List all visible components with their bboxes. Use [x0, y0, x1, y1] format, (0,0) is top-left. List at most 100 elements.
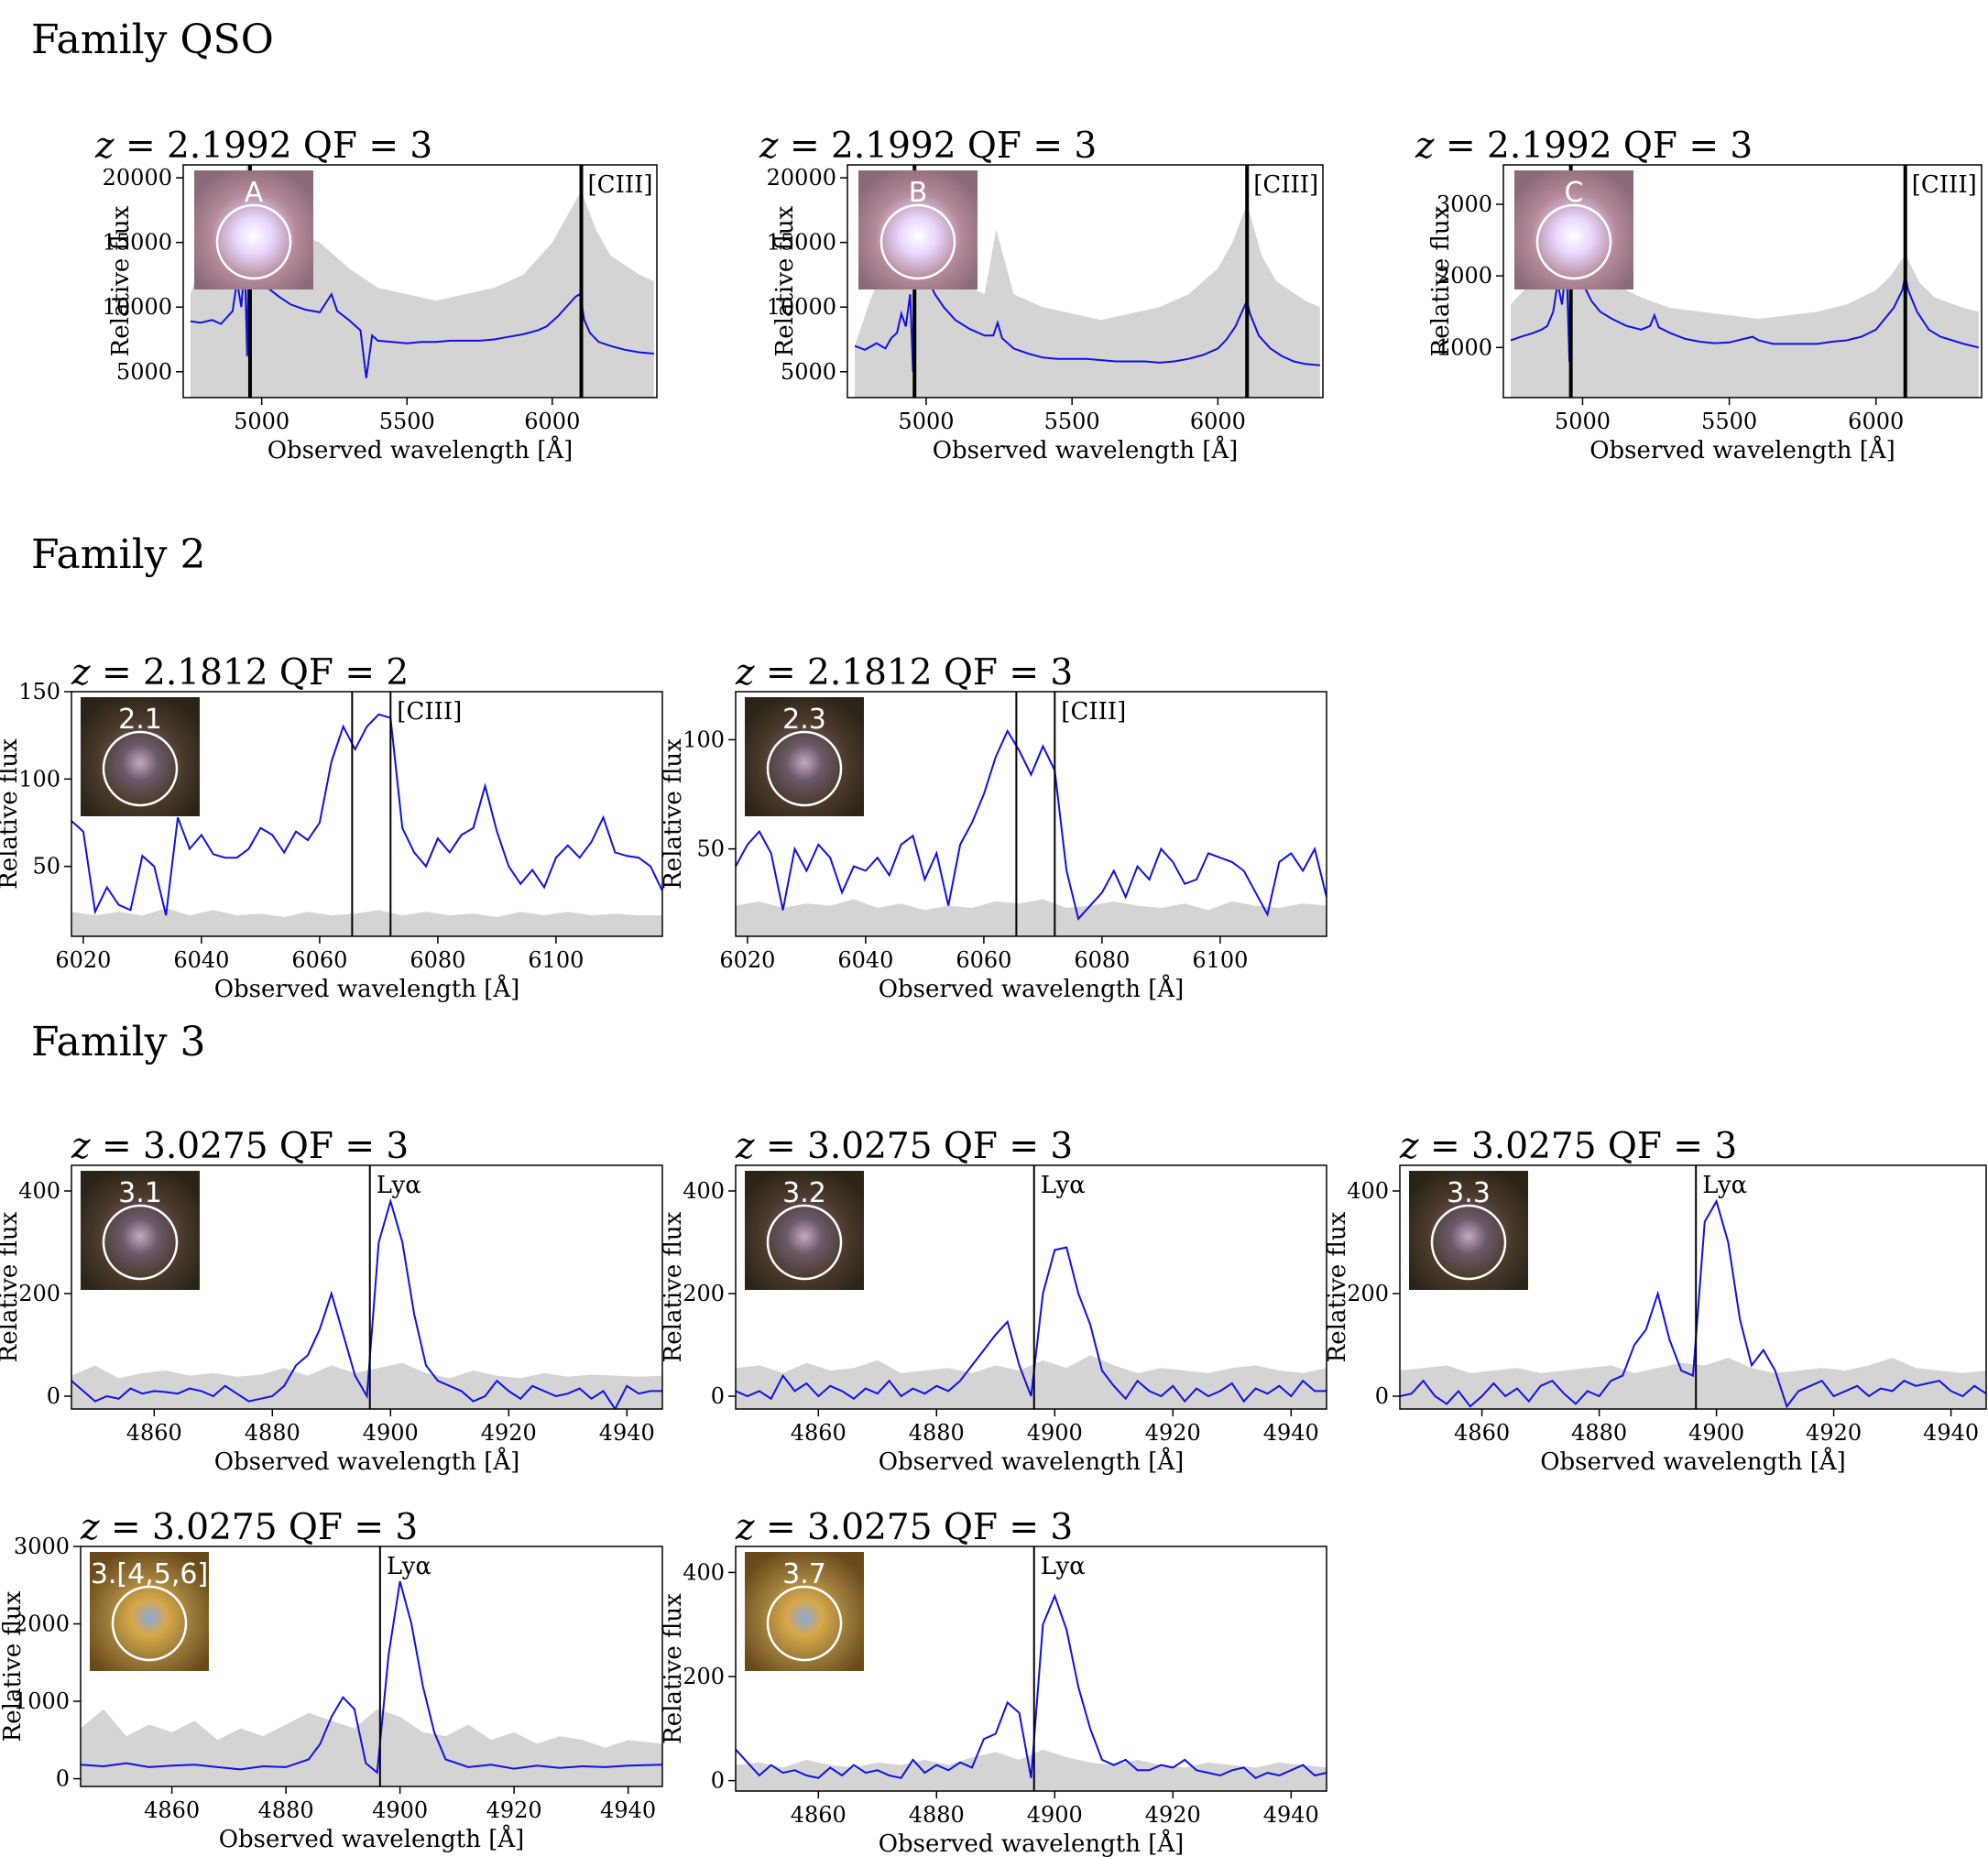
chart1-xtick-label: 5500	[1044, 409, 1100, 434]
chart6-title: z = 3.0275 QF = 3	[735, 1126, 1073, 1167]
chart6-ytick-label: 400	[683, 1178, 725, 1204]
chart7-title-qf-value: 3	[1714, 1126, 1737, 1167]
chart8-line-label-0: Lyα	[387, 1553, 431, 1580]
chart1-spectrum-line	[854, 171, 1320, 372]
chart4-title-z-value: 2.1812	[807, 652, 932, 694]
chart0-axes-frame	[182, 164, 658, 399]
chart0-noise-area	[190, 165, 654, 398]
chart7-xlabel: Observed wavelength [Å]	[1540, 1447, 1846, 1476]
chart5-title: z = 3.0275 QF = 3	[71, 1126, 409, 1167]
chart5-xtick-label: 4940	[599, 1420, 655, 1446]
chart8-ylabel: Relative flux	[0, 1590, 27, 1742]
chart3-ytick-label: 50	[32, 854, 60, 879]
chart8-xtick-label: 4880	[258, 1797, 314, 1823]
chart5-ytick-label: 200	[18, 1281, 60, 1306]
chart0-title-qf-value: 3	[410, 126, 432, 167]
chart6-xtick-label: 4880	[909, 1420, 965, 1446]
chart0-plot-area	[190, 165, 654, 398]
chart7-xtick-label: 4900	[1688, 1420, 1744, 1446]
chart7-inset-label: 3.3	[1447, 1177, 1491, 1209]
chart6-plot-area	[736, 1246, 1327, 1409]
chart8-title-z-symbol: z	[80, 1507, 100, 1548]
chart5-line-label-0: Lyα	[377, 1172, 421, 1199]
chart6-title-z-value: 3.0275	[807, 1126, 932, 1167]
chart7-axes-frame	[1399, 1164, 1987, 1410]
chart8-xtick-label: 4940	[600, 1797, 656, 1823]
chart4-spectrum-line	[736, 728, 1327, 921]
chart0-spectrum-line	[190, 171, 654, 378]
family-title-2: Family 2	[31, 531, 206, 578]
chart5-xlabel: Observed wavelength [Å]	[214, 1447, 520, 1476]
chart3-ytick-label: 100	[18, 766, 60, 792]
chart4-title-qf-value: 3	[1050, 652, 1073, 694]
chart7-inset-image	[1409, 1171, 1528, 1290]
chart8-ytick-label: 0	[56, 1766, 70, 1792]
chart1-xtick-label: 6000	[1190, 409, 1246, 434]
chart0-inset-aperture-circle	[215, 203, 292, 280]
chart9-inset-aperture-circle	[766, 1585, 843, 1662]
chart7-ylabel: Relative flux	[1324, 1211, 1351, 1362]
chart3-plot-area	[71, 713, 662, 936]
chart0-line-label-1: [CIII]	[588, 171, 653, 199]
chart2-xlabel: Observed wavelength [Å]	[1589, 435, 1895, 464]
chart8-xtick-label: 4920	[486, 1797, 542, 1823]
chart6-group: Lyα 4860 4880 4900 4920 4940 0 200 400 Observed w…	[660, 1126, 1327, 1476]
chart6-inset-image	[745, 1171, 864, 1290]
chart3-title-qf-value: 2	[386, 652, 409, 694]
chart5-group: Lyα 4860 4880 4900 4920 4940 0 200 400 Observed w…	[0, 1126, 663, 1476]
chart7-title-z-value: 3.0275	[1471, 1126, 1596, 1167]
chart0-ylabel: Relative flux	[107, 205, 135, 356]
chart9-spectrum-line	[736, 1593, 1327, 1779]
chart7-xtick-label: 4860	[1454, 1420, 1510, 1446]
chart3-xtick-label: 6100	[528, 947, 584, 973]
chart6-xtick-label: 4920	[1145, 1420, 1201, 1446]
chart2-inset-image	[1514, 170, 1633, 289]
chart5-title-z-value: 3.0275	[143, 1126, 268, 1167]
chart4-xtick-label: 6080	[1074, 947, 1130, 973]
chart4-group: [CIII] 6020 6040 6060 6080 6100 50 100 Observed …	[660, 652, 1327, 1003]
chart0-title: z = 2.1992 QF = 3	[94, 126, 432, 167]
chart6-ytick-label: 0	[711, 1383, 725, 1409]
chart9-line-label-0: Lyα	[1041, 1553, 1086, 1580]
chart6-ylabel: Relative flux	[660, 1211, 687, 1362]
chart0-ytick-label: 20000	[103, 165, 172, 191]
chart7-noise-area	[1400, 1358, 1986, 1409]
chart4-xlabel: Observed wavelength [Å]	[879, 974, 1185, 1003]
chart7-ytick-label: 200	[1347, 1281, 1389, 1306]
chart7-title-qf-text: QF =	[1597, 1126, 1715, 1167]
chart4-noise-area	[736, 899, 1327, 936]
chart8-ytick-label: 2000	[14, 1611, 70, 1637]
chart9-title-z-value: 3.0275	[807, 1507, 932, 1548]
chart3-title-z-symbol: z	[71, 652, 91, 694]
chart1-title: z = 2.1992 QF = 3	[759, 126, 1097, 167]
chart3-title-z-value: 2.1812	[143, 652, 268, 694]
chart9-xtick-label: 4880	[909, 1802, 965, 1828]
chart2-ylabel: Relative flux	[1427, 205, 1455, 356]
chart1-title-qf-value: 3	[1074, 126, 1097, 167]
chart0-xtick-label: 5000	[234, 409, 289, 434]
chart8-title: z = 3.0275 QF = 3	[80, 1507, 418, 1548]
chart4-line-label-1: [CIII]	[1061, 698, 1126, 726]
chart2-noise-area	[1511, 182, 1979, 398]
chart0-xtick-label: 6000	[524, 409, 580, 434]
chart6-xtick-label: 4900	[1027, 1420, 1083, 1446]
chart5-spectrum-line	[71, 1197, 662, 1409]
chart2-ytick-label: 3000	[1436, 191, 1492, 217]
chart4-inset-label: 2.3	[782, 704, 826, 736]
chart0-ytick-label: 15000	[103, 230, 172, 256]
chart9-plot-area	[736, 1593, 1327, 1791]
chart8-ytick-label: 1000	[14, 1688, 70, 1714]
chart2-ytick-label: 2000	[1436, 263, 1492, 289]
chart6-inset-aperture-circle	[766, 1204, 843, 1281]
chart3-xtick-label: 6080	[410, 947, 465, 973]
chart3-title-qf-text: QF =	[268, 652, 387, 694]
chart6-xlabel: Observed wavelength [Å]	[879, 1447, 1185, 1476]
chart2-title-eq: =	[1435, 126, 1487, 167]
chart1-title-z-value: 2.1992	[831, 126, 956, 167]
chart2-axes-frame	[1502, 164, 1983, 399]
chart2-title-z-value: 2.1992	[1487, 126, 1611, 167]
chart1-xlabel: Observed wavelength [Å]	[933, 435, 1239, 464]
chart9-title-z-symbol: z	[735, 1507, 755, 1548]
chart5-inset-label: 3.1	[118, 1177, 162, 1209]
